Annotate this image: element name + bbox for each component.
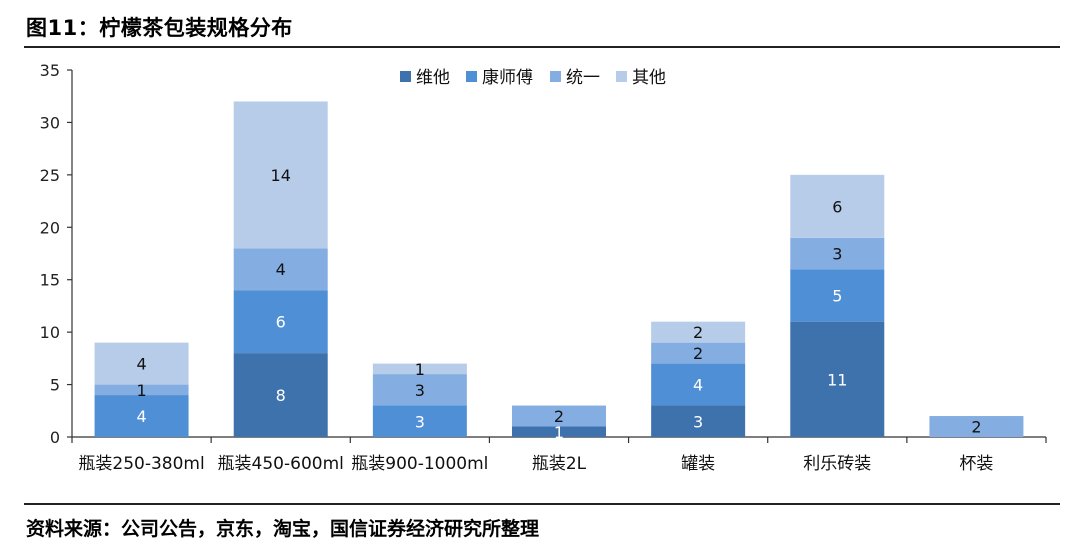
data-label: 14 (271, 166, 291, 185)
bar-segment (233, 248, 328, 291)
bar-segment (233, 101, 328, 249)
bar-segment (94, 395, 189, 437)
bar-segment (651, 321, 746, 343)
data-label: 1 (415, 360, 425, 379)
x-tick-label: 罐装 (681, 454, 715, 474)
bar-segment (94, 384, 189, 396)
bar-segment (233, 290, 328, 354)
source-note: 资料来源：公司公告，京东，淘宝，国信证券经济研究所整理 (26, 518, 540, 540)
data-label: 4 (136, 407, 146, 426)
x-tick-label: 杯装 (959, 454, 993, 474)
data-label: 8 (276, 386, 286, 405)
y-tick-label: 10 (40, 323, 60, 342)
y-tick-label: 0 (50, 428, 60, 447)
legend: 维他 康师傅 统一 其他 (400, 68, 666, 88)
data-label: 2 (554, 407, 564, 426)
data-label: 4 (693, 376, 703, 395)
data-label: 1 (554, 423, 564, 442)
title-divider (24, 46, 1060, 48)
data-label: 3 (832, 245, 842, 264)
bar-segment (790, 174, 885, 238)
bar-segment (372, 405, 467, 437)
data-label: 2 (693, 344, 703, 363)
data-label: 2 (971, 418, 981, 437)
y-tick-label: 25 (40, 166, 60, 185)
bar-segment (651, 405, 746, 437)
legend-label: 维他 (416, 68, 450, 88)
bar-segment (929, 416, 1024, 437)
data-label: 11 (827, 370, 847, 389)
bar-segment (651, 363, 746, 406)
bar-segment (790, 269, 885, 322)
x-tick-label: 瓶装900-1000ml (351, 454, 488, 474)
y-tick-label: 20 (40, 218, 60, 237)
x-tick-label: 利乐砖装 (803, 454, 871, 474)
x-tick-label: 瓶装450-600ml (218, 454, 344, 474)
x-tick-label: 瓶装250-380ml (78, 454, 204, 474)
data-label: 6 (276, 313, 286, 332)
bar-segment (512, 426, 606, 437)
data-label: 2 (693, 323, 703, 342)
y-tick-label: 15 (40, 271, 60, 290)
data-label: 3 (415, 412, 425, 431)
bar-segment (372, 363, 467, 375)
data-label: 3 (693, 412, 703, 431)
bar-segment (94, 342, 189, 385)
data-label: 1 (136, 381, 146, 400)
legend-swatch (466, 71, 477, 82)
data-label: 3 (415, 381, 425, 400)
legend-swatch (616, 71, 627, 82)
bar-segment (512, 405, 606, 427)
bar-segment (651, 342, 746, 364)
data-label: 4 (136, 355, 146, 374)
legend-label: 康师傅 (482, 68, 533, 88)
legend-label: 其他 (632, 68, 666, 88)
bar-segment (790, 321, 885, 437)
bar-segment (233, 353, 328, 437)
data-label: 6 (832, 197, 842, 216)
x-axis: 瓶装250-380ml 瓶装450-600ml 瓶装900-1000ml 瓶装2L 罐装… (71, 436, 1047, 474)
bar-segment (790, 237, 885, 270)
y-axis: 0 5 10 15 20 25 30 35 (40, 61, 73, 447)
bar-segment (372, 374, 467, 406)
source-divider (24, 503, 1060, 505)
data-label: 5 (832, 286, 842, 305)
legend-swatch (400, 71, 411, 82)
y-tick-label: 30 (40, 113, 60, 132)
x-tick-label: 瓶装2L (532, 454, 587, 474)
legend-label: 统一 (566, 68, 600, 88)
y-tick-label: 35 (40, 61, 60, 80)
legend-swatch (550, 71, 561, 82)
y-tick-label: 5 (50, 376, 60, 395)
figure-title: 图11：柠檬茶包装规格分布 (26, 16, 293, 40)
data-label: 4 (276, 260, 286, 279)
